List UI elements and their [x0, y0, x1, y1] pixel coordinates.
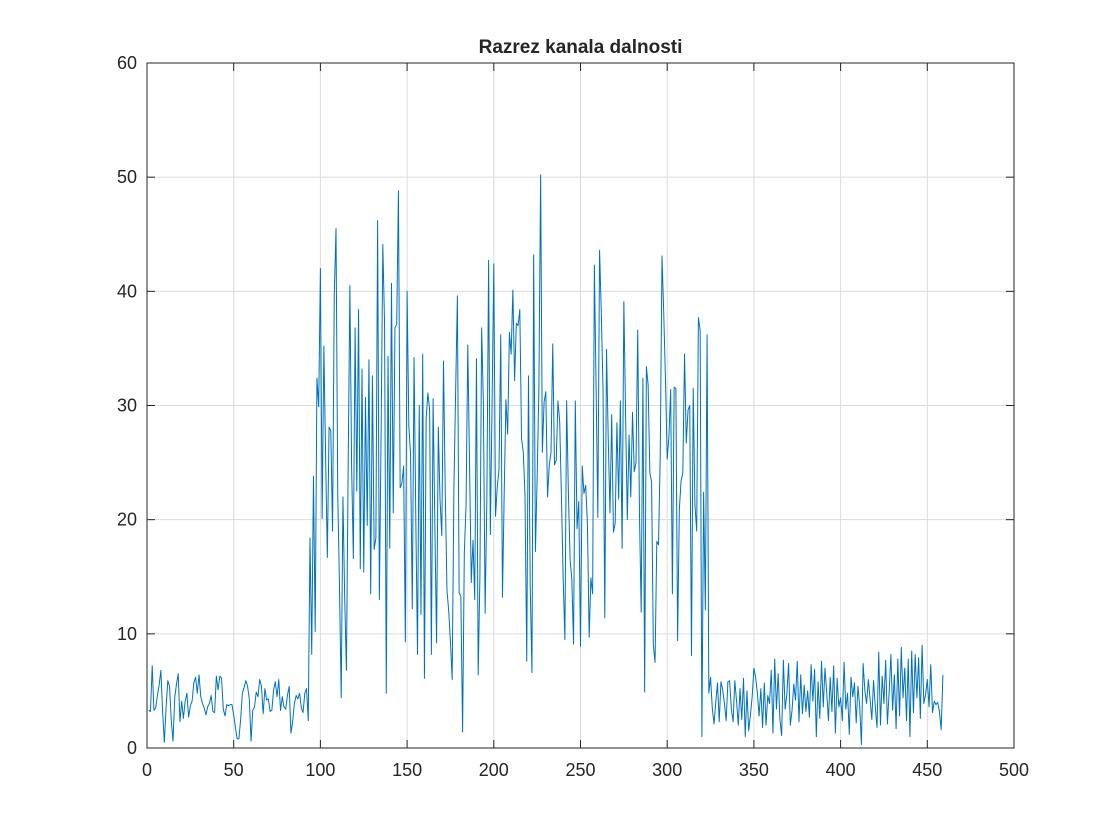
y-tick-label: 40 [117, 281, 137, 301]
x-tick-label: 400 [826, 760, 856, 780]
x-tick-label: 450 [912, 760, 942, 780]
x-tick-label: 0 [142, 760, 152, 780]
x-tick-label: 500 [999, 760, 1029, 780]
y-tick-label: 60 [117, 53, 137, 73]
x-tick-label: 150 [392, 760, 422, 780]
chart-title: Razrez kanala dalnosti [479, 37, 683, 58]
y-tick-label: 0 [127, 738, 137, 758]
x-tick-label: 100 [305, 760, 335, 780]
y-tick-label: 30 [117, 396, 137, 416]
ticks: 0 50 100 150 200 250 300 350 400 450 500 0 10 20 30 40 5… [117, 53, 1029, 780]
x-tick-label: 250 [565, 760, 595, 780]
series-layer [148, 174, 944, 746]
y-tick-label: 10 [117, 624, 137, 644]
x-tick-label: 50 [224, 760, 244, 780]
y-tick-label: 50 [117, 167, 137, 187]
series-line [148, 174, 944, 746]
x-tick-label: 350 [739, 760, 769, 780]
y-tick-label: 20 [117, 510, 137, 530]
x-tick-label: 300 [652, 760, 682, 780]
x-tick-label: 200 [479, 760, 509, 780]
